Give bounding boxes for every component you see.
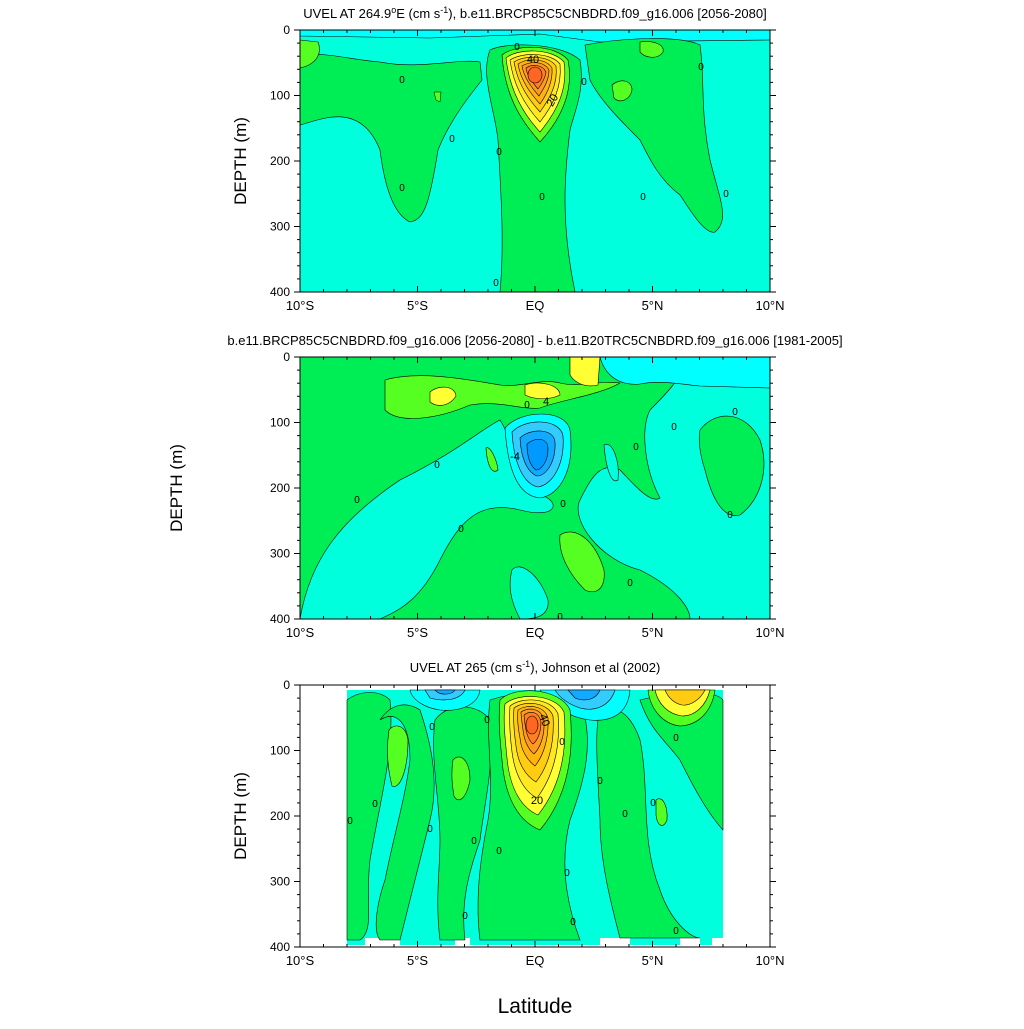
contour-label: 0 <box>698 62 704 73</box>
contour-label: 0 <box>427 824 433 835</box>
contour-label: 0 <box>399 75 405 86</box>
contour-label: 0 <box>570 917 576 928</box>
contour-label: 0 <box>671 422 677 433</box>
contour-label: 0 <box>581 77 587 88</box>
y-tick-label: 100 <box>270 89 290 103</box>
contour-label: 0 <box>732 407 738 418</box>
contour-label: 0 <box>560 499 566 510</box>
contour-label: 0 <box>640 192 646 203</box>
contour-label: 20 <box>545 92 562 109</box>
contour-label: 0 <box>496 846 502 857</box>
contour-label: 0 <box>434 460 440 471</box>
contour-label: 0 <box>493 278 499 289</box>
contour-label: 0 <box>496 147 502 158</box>
panel-3-ylabel: DEPTH (m) <box>231 772 250 860</box>
y-tick-label: 300 <box>270 220 290 234</box>
contour-label: 0 <box>650 798 656 809</box>
contour-label: 0 <box>564 868 570 879</box>
panel-1-ylabel: DEPTH (m) <box>231 117 250 205</box>
x-tick-label: EQ <box>526 298 545 313</box>
contour-label: 20 <box>531 795 543 807</box>
x-tick-label: 10°S <box>286 298 315 313</box>
x-tick-label: 5°N <box>642 298 664 313</box>
contour-label: 0 <box>539 192 545 203</box>
contour-label: 0 <box>471 836 477 847</box>
x-tick-label: 10°N <box>755 953 784 968</box>
contour-label: 0 <box>727 510 733 521</box>
y-tick-label: 0 <box>283 350 290 364</box>
y-tick-label: 200 <box>270 481 290 495</box>
contour-label: 0 <box>399 183 405 194</box>
x-tick-label: 5°S <box>407 625 428 640</box>
x-axis-label: Latitude <box>498 995 573 1018</box>
x-tick-label: 10°S <box>286 625 315 640</box>
contour-label: 0 <box>633 442 639 453</box>
x-tick-label: 10°N <box>755 625 784 640</box>
contour-label: 0 <box>449 134 455 145</box>
contour-label: 0 <box>673 733 679 744</box>
x-tick-label: EQ <box>526 953 545 968</box>
y-tick-label: 100 <box>270 416 290 430</box>
panel-1: UVEL AT 264.9oE (cm s-1), b.e11.BRCP85C5… <box>231 5 785 313</box>
y-tick-label: 0 <box>283 23 290 37</box>
contour-label: 0 <box>347 816 353 827</box>
contour-label: 0 <box>524 400 530 411</box>
panel-3-contours: 40 20 0 0 0 0 0 0 0 0 0 0 0 0 0 0 0 0 <box>300 685 770 947</box>
y-tick-label: 100 <box>270 744 290 758</box>
panel-2-title: b.e11.BRCP85C5CNBDRD.f09_g16.006 [2056-2… <box>227 333 842 348</box>
x-tick-label: EQ <box>526 625 545 640</box>
contour-label: 0 <box>514 42 520 53</box>
y-tick-label: 0 <box>283 678 290 692</box>
contour-label: 0 <box>723 189 729 200</box>
x-tick-label: 10°N <box>755 298 784 313</box>
contour-label: 0 <box>484 715 490 726</box>
x-tick-label: 5°S <box>407 953 428 968</box>
panel-3: UVEL AT 265 (cm s-1), Johnson et al (200… <box>231 659 785 968</box>
y-tick-label: 300 <box>270 547 290 561</box>
x-tick-label: 5°N <box>642 953 664 968</box>
contour-label: 0 <box>673 926 679 937</box>
contour-label: -4 <box>510 451 520 463</box>
y-tick-label: 200 <box>270 154 290 168</box>
panel-2: b.e11.BRCP85C5CNBDRD.f09_g16.006 [2056-2… <box>167 333 843 640</box>
y-tick-label: 200 <box>270 809 290 823</box>
contour-label: 40 <box>536 713 551 729</box>
contour-label: 0 <box>597 776 603 787</box>
contour-label: 0 <box>462 911 468 922</box>
contour-label: 0 <box>458 524 464 535</box>
contour-label: 0 <box>559 737 565 748</box>
contour-label: 0 <box>429 722 435 733</box>
panel-2-contours: 4 -4 0 0 0 0 0 0 0 0 0 0 0 <box>300 357 770 623</box>
x-tick-label: 5°S <box>407 298 428 313</box>
x-tick-label: 5°N <box>642 625 664 640</box>
contour-label: 40 <box>527 54 539 66</box>
y-tick-label: 300 <box>270 875 290 889</box>
y-tick-label: 400 <box>270 940 290 954</box>
contour-label: 0 <box>372 799 378 810</box>
panel-1-title: UVEL AT 264.9oE (cm s-1), b.e11.BRCP85C5… <box>303 5 766 21</box>
y-tick-label: 400 <box>270 285 290 299</box>
x-tick-label: 10°S <box>286 953 315 968</box>
contour-label: 0 <box>627 578 633 589</box>
panel-3-title: UVEL AT 265 (cm s-1), Johnson et al (200… <box>410 659 661 675</box>
contour-label: 0 <box>354 495 360 506</box>
panel-2-ylabel: DEPTH (m) <box>167 444 186 532</box>
contour-label: 0 <box>622 809 628 820</box>
contour-label: 4 <box>543 396 549 408</box>
contour-label: 0 <box>557 612 563 623</box>
panel-1-contours: 40 20 0 0 0 0 0 0 0 0 0 0 0 <box>300 30 770 292</box>
y-tick-label: 400 <box>270 612 290 626</box>
